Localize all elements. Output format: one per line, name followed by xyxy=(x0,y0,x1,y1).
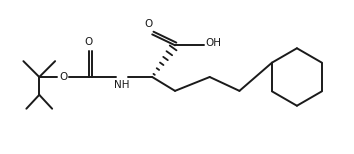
Text: O: O xyxy=(59,72,67,82)
Text: O: O xyxy=(144,19,152,29)
Text: OH: OH xyxy=(206,38,222,48)
Text: NH: NH xyxy=(114,80,129,90)
Text: O: O xyxy=(85,37,93,47)
